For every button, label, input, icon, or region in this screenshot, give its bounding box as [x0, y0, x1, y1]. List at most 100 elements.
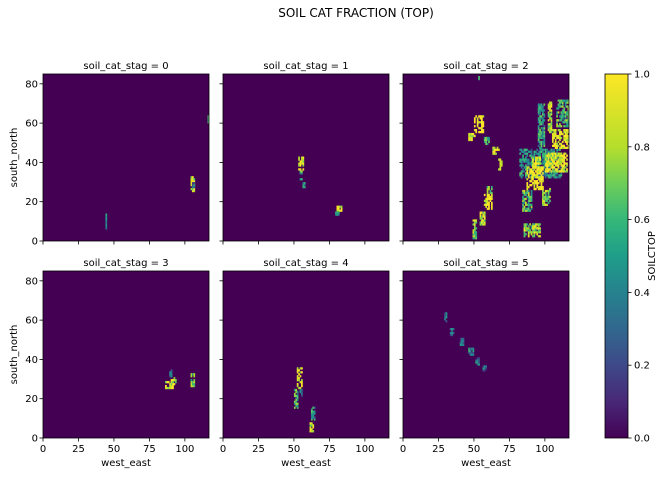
heatmap-cell	[537, 113, 540, 116]
heatmap-cell	[298, 369, 300, 372]
heatmap-cell	[483, 138, 486, 142]
heatmap-cell	[551, 174, 554, 177]
heatmap-cell	[553, 166, 556, 169]
heatmap-cell	[549, 189, 551, 193]
heatmap-cell	[475, 233, 478, 236]
heatmap-cell	[561, 156, 564, 159]
heatmap-cell	[557, 152, 560, 155]
heatmap-cell	[536, 166, 539, 169]
heatmap-cell	[476, 117, 479, 120]
heatmap-cell	[533, 180, 536, 183]
heatmap-cell	[173, 379, 176, 382]
heatmap-cell	[310, 418, 313, 421]
heatmap-cell	[529, 162, 531, 165]
heatmap-cell	[544, 203, 547, 206]
heatmap-cell	[479, 121, 482, 124]
heatmap-cell	[566, 164, 568, 167]
heatmap-cell	[530, 148, 533, 151]
heatmap-cell	[473, 119, 476, 122]
heatmap-cell	[536, 148, 539, 151]
heatmap-cell	[191, 381, 194, 384]
heatmap-cell	[539, 129, 541, 132]
heatmap-cell	[293, 406, 296, 409]
heatmap-cell	[482, 369, 485, 372]
colorbar: 0.0 0.2 0.4 0.6 0.8 1.0 SOILCTOP	[604, 70, 658, 445]
heatmap-cell	[478, 361, 480, 364]
heatmap-cell	[559, 138, 561, 142]
heatmap-cell	[526, 168, 529, 171]
panel-title: soil_cat_stag = 2	[443, 61, 528, 72]
heatmap-cell	[561, 105, 564, 108]
heatmap-cell	[539, 152, 541, 155]
heatmap-cell	[193, 375, 196, 378]
heatmap-cell	[546, 189, 549, 193]
heatmap-cell	[193, 379, 196, 382]
heatmap-cell	[476, 361, 479, 364]
heatmap-cell	[537, 119, 540, 122]
heatmap-cell	[547, 129, 550, 132]
heatmap-cell	[563, 146, 566, 149]
heatmap-cell	[525, 191, 527, 195]
heatmap-cell	[556, 160, 558, 163]
heatmap-cell	[559, 158, 561, 161]
heatmap-cell	[173, 377, 176, 380]
heatmap-cell	[550, 109, 553, 112]
heatmap-cell	[540, 144, 543, 147]
heatmap-cell	[339, 205, 342, 208]
heatmap-cell	[533, 174, 536, 177]
heatmap-cell	[542, 109, 544, 112]
heatmap-cell	[543, 125, 546, 128]
heatmap-cell	[564, 170, 567, 173]
x-tick-label: 75	[323, 444, 336, 455]
heatmap-cell	[547, 152, 550, 155]
heatmap-cell	[540, 162, 543, 165]
heatmap-cell	[563, 166, 566, 169]
heatmap-cell	[533, 164, 536, 167]
heatmap-cell	[472, 229, 475, 232]
heatmap-cell	[543, 148, 546, 151]
heatmap-cell	[527, 205, 530, 208]
heatmap-cell	[527, 229, 530, 232]
heatmap-cell	[475, 359, 478, 362]
heatmap-cell	[525, 193, 527, 197]
heatmap-cell	[566, 140, 568, 144]
heatmap-cell	[526, 174, 529, 177]
heatmap-cell	[536, 172, 539, 175]
heatmap-cell	[559, 134, 561, 138]
heatmap-cell	[193, 187, 196, 191]
heatmap-cell	[529, 172, 531, 175]
heatmap-cell	[302, 168, 305, 171]
heatmap-cell	[310, 428, 313, 431]
heatmap-cell	[543, 134, 546, 138]
heatmap-cell	[191, 384, 194, 388]
heatmap-cell	[526, 195, 529, 199]
heatmap-cell	[483, 217, 486, 220]
heatmap-cell	[296, 396, 299, 400]
heatmap-cell	[519, 172, 522, 175]
heatmap-cell	[530, 156, 533, 159]
heatmap-cell	[564, 125, 567, 128]
heatmap-cell	[167, 386, 170, 390]
heatmap-cell	[566, 99, 568, 102]
heatmap-cell	[540, 134, 543, 138]
heatmap-cell	[537, 182, 540, 185]
heatmap-cell	[499, 158, 502, 161]
heatmap-cell	[468, 136, 470, 140]
heatmap-cell	[559, 154, 561, 157]
heatmap-cell	[488, 197, 490, 201]
heatmap-cell	[301, 160, 303, 163]
heatmap-cell	[476, 359, 479, 362]
heatmap-cell	[475, 130, 478, 134]
heatmap-cell	[473, 225, 476, 228]
heatmap-cell	[553, 132, 556, 136]
heatmap-cell	[191, 382, 194, 386]
heatmap-cell	[295, 388, 298, 392]
heatmap-cell	[461, 343, 463, 346]
heatmap-cell	[105, 221, 108, 224]
heatmap-cell	[529, 199, 531, 203]
x-tick-label: 0	[40, 444, 46, 455]
heatmap-cell	[554, 170, 557, 173]
heatmap-cell	[296, 384, 299, 388]
heatmap-cell	[298, 168, 300, 171]
heatmap-cell	[537, 127, 540, 130]
